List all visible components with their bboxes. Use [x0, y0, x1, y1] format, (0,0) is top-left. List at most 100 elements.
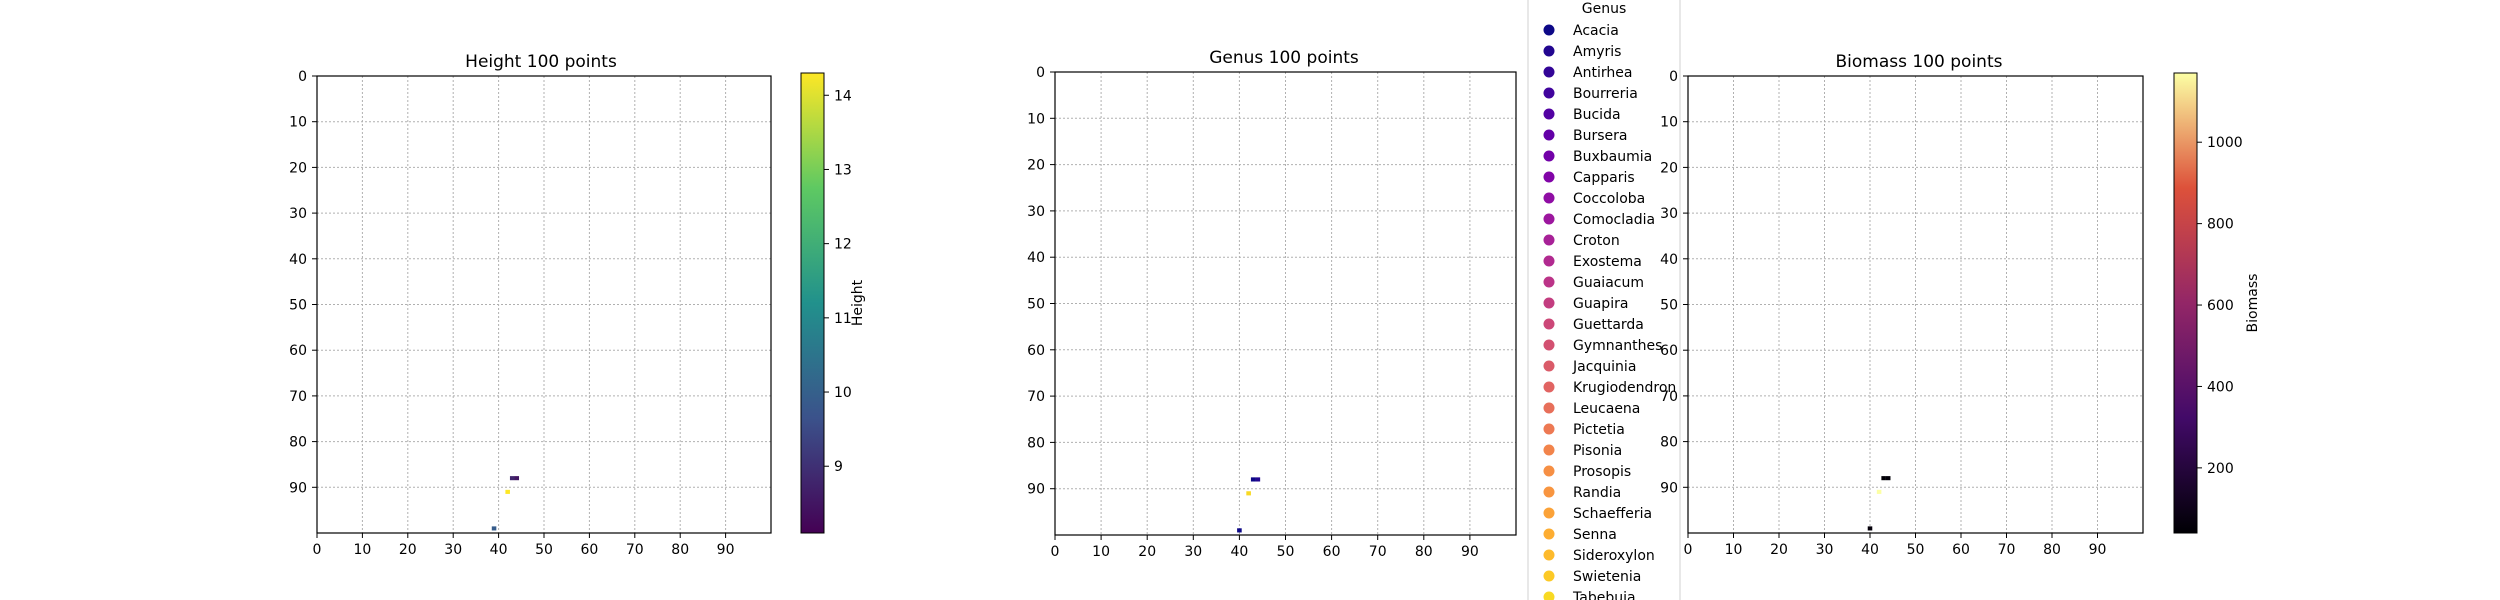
y-tick-label: 70: [1027, 389, 1045, 405]
legend-marker: [1543, 381, 1555, 393]
legend-entry-label: Krugiodendron: [1573, 380, 1676, 396]
grid: [317, 76, 771, 533]
points: [1237, 477, 1261, 533]
legend-marker: [1543, 339, 1555, 351]
legend-entry-label: Coccoloba: [1573, 191, 1645, 207]
points: [1867, 476, 1891, 531]
legend-entry-label: Amyris: [1573, 44, 1621, 60]
legend-marker: [1543, 276, 1555, 288]
x-tick-label: 60: [1323, 544, 1341, 560]
x-tick-label: 20: [1138, 544, 1156, 560]
legend-marker: [1543, 150, 1555, 162]
legend-marker: [1543, 591, 1555, 600]
legend-entry-label: Leucaena: [1573, 401, 1640, 417]
legend-entry-label: Exostema: [1573, 254, 1642, 270]
data-point: [514, 476, 520, 481]
grid: [1055, 72, 1516, 535]
data-point: [1237, 528, 1242, 533]
legend-marker: [1543, 87, 1555, 99]
y-tick-label: 90: [1660, 480, 1678, 496]
chart-title: Height 100 points: [465, 52, 617, 72]
x-tick-label: 60: [1952, 542, 1970, 558]
colorbar-gradient: [800, 72, 825, 534]
legend-entry-label: Comocladia: [1573, 212, 1655, 228]
y-tick-label: 10: [1660, 115, 1678, 131]
y-tick-label: 0: [1669, 69, 1678, 85]
genus-legend: Genus Acacia Amyris Antirhea Bourreria Bucid…: [1527, 0, 1681, 600]
legend-marker: [1543, 297, 1555, 309]
legend-marker: [1543, 465, 1555, 477]
legend-entry-label: Pisonia: [1573, 443, 1622, 459]
legend-entry-label: Guettarda: [1573, 317, 1644, 333]
x-tick-label: 40: [1861, 542, 1879, 558]
legend-marker: [1543, 528, 1555, 540]
legend-entry-label: Bucida: [1573, 107, 1621, 123]
legend-entry-label: Buxbaumia: [1573, 149, 1652, 165]
legend-marker: [1543, 486, 1555, 498]
legend-entry-label: Prosopis: [1573, 464, 1631, 480]
legend-entry-label: Schaefferia: [1573, 506, 1652, 522]
x-tick-label: 10: [353, 542, 371, 558]
x-tick-label: 50: [1277, 544, 1295, 560]
grid: [1688, 76, 2143, 533]
x-tick-label: 80: [2043, 542, 2061, 558]
x-axis: 0 10 20 30 40 50 60 70 80 90: [313, 533, 735, 558]
legend-entry-label: Tabebuia: [1572, 590, 1636, 600]
legend-marker: [1543, 66, 1555, 78]
colorbar-label: Height: [850, 279, 866, 326]
x-tick-label: 90: [2089, 542, 2107, 558]
legend-entry-label: Gymnanthes: [1573, 338, 1662, 354]
legend-entry-label: Acacia: [1573, 23, 1619, 39]
colorbar-tick-label: 11: [834, 311, 852, 327]
legend-marker: [1543, 108, 1555, 120]
height-scatter-panel: Height 100 points 0 10 20 30 40 50 60 70 80 90 0 1…: [289, 52, 866, 558]
y-tick-label: 80: [1027, 435, 1045, 451]
x-tick-label: 40: [490, 542, 508, 558]
x-tick-label: 80: [671, 542, 689, 558]
y-axis: 0 10 20 30 40 50 60 70 80 90: [289, 69, 317, 496]
y-tick-label: 30: [1027, 204, 1045, 220]
legend-entry-label: Randia: [1573, 485, 1621, 501]
legend-marker: [1543, 192, 1555, 204]
legend-entry-label: Croton: [1573, 233, 1620, 249]
colorbar-tick-label: 13: [834, 162, 852, 178]
x-tick-label: 0: [1684, 542, 1693, 558]
x-tick-label: 90: [717, 542, 735, 558]
legend-entry-label: Sideroxylon: [1573, 548, 1655, 564]
legend-marker: [1543, 507, 1555, 519]
data-point: [505, 489, 510, 494]
y-tick-label: 40: [1027, 250, 1045, 266]
y-tick-label: 40: [289, 252, 307, 268]
x-tick-label: 70: [626, 542, 644, 558]
y-tick-label: 80: [289, 435, 307, 451]
colorbar-tick-label: 600: [2207, 298, 2234, 314]
legend-marker: [1543, 444, 1555, 456]
x-tick-label: 20: [399, 542, 417, 558]
y-tick-label: 0: [298, 69, 307, 85]
y-tick-label: 60: [1027, 343, 1045, 359]
colorbar-tick-label: 10: [834, 385, 852, 401]
biomass-scatter-panel: Biomass 100 points 0 10 20 30 40 50 60 70 80 90 0…: [1660, 52, 2261, 558]
x-tick-label: 10: [1092, 544, 1110, 560]
y-tick-label: 60: [289, 343, 307, 359]
data-point: [1250, 477, 1256, 482]
x-tick-label: 80: [1415, 544, 1433, 560]
x-tick-label: 30: [1184, 544, 1202, 560]
legend-entry-label: Senna: [1573, 527, 1617, 543]
x-tick-label: 50: [1907, 542, 1925, 558]
x-tick-label: 60: [580, 542, 598, 558]
legend-entry-label: Antirhea: [1573, 65, 1632, 81]
legend-marker: [1543, 24, 1555, 36]
y-tick-label: 10: [289, 115, 307, 131]
legend-marker: [1543, 45, 1555, 57]
legend-marker: [1543, 129, 1555, 141]
x-tick-label: 30: [444, 542, 462, 558]
y-tick-label: 50: [1027, 297, 1045, 313]
legend-title: Genus: [1582, 1, 1627, 17]
colorbar-tick-label: 400: [2207, 379, 2234, 395]
colorbar-tick-label: 1000: [2207, 135, 2243, 151]
y-tick-label: 50: [289, 298, 307, 314]
legend-marker: [1543, 213, 1555, 225]
data-point: [509, 476, 515, 481]
colorbar: 9 10 11 12 13 14: [800, 72, 852, 534]
